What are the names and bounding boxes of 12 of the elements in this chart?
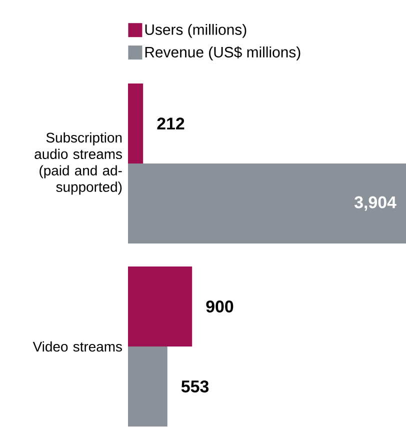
legend-label: Users (millions) <box>145 24 246 38</box>
bar <box>128 164 406 244</box>
data-label: 212 <box>157 118 184 130</box>
data-label: 3,904 <box>354 196 396 211</box>
y-tick-label: Subscription audio streams (paid and ad-supported) <box>34 132 122 195</box>
legend-label: Revenue (US$ millions) <box>145 46 300 60</box>
y-tick-label: Video streams <box>32 341 122 352</box>
data-label: 900 <box>206 300 234 312</box>
data-label: 553 <box>181 380 209 392</box>
bar <box>128 84 144 164</box>
bar <box>128 346 168 426</box>
bar <box>128 266 192 346</box>
